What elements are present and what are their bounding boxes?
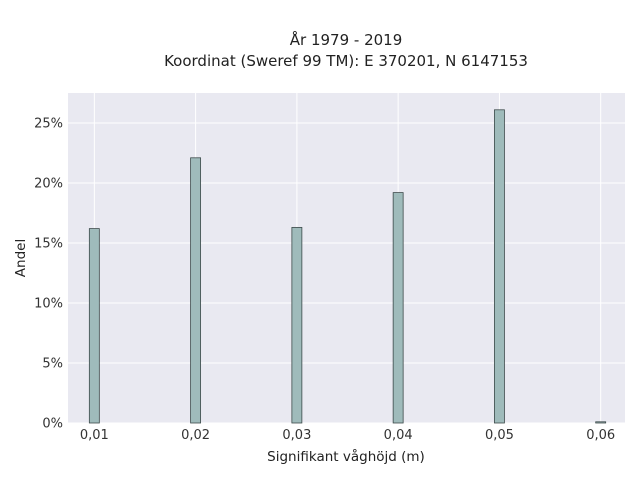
x-tick-label: 0,06 xyxy=(586,428,615,443)
plot-area xyxy=(68,93,625,423)
chart-title: År 1979 - 2019 xyxy=(290,30,403,49)
y-tick-label: 5% xyxy=(42,357,63,372)
bar xyxy=(494,109,505,424)
x-tick-label: 0,05 xyxy=(485,428,514,443)
chart-subtitle: Koordinat (Sweref 99 TM): E 370201, N 61… xyxy=(164,52,528,70)
bar xyxy=(88,228,100,424)
bar xyxy=(392,192,404,424)
y-tick-label: 0% xyxy=(42,417,63,432)
x-tick-label: 0,02 xyxy=(181,428,210,443)
y-tick-label: 20% xyxy=(34,177,63,192)
y-tick-label: 25% xyxy=(34,117,63,132)
x-tick-label: 0,01 xyxy=(80,428,109,443)
x-tick-label: 0,03 xyxy=(282,428,311,443)
y-axis-ticks: 0% 5% 10% 15% 20% 25% xyxy=(34,117,63,432)
bars xyxy=(88,109,607,424)
bar xyxy=(291,226,303,424)
bar xyxy=(190,157,202,424)
y-tick-label: 15% xyxy=(34,237,63,252)
x-tick-label: 0,04 xyxy=(384,428,413,443)
y-tick-label: 10% xyxy=(34,297,63,312)
x-axis-ticks: 0,01 0,02 0,03 0,04 0,05 0,06 xyxy=(80,428,615,443)
x-axis-label: Signifikant våghöjd (m) xyxy=(267,448,425,465)
bar xyxy=(595,421,607,424)
y-axis-label: Andel xyxy=(13,239,29,277)
